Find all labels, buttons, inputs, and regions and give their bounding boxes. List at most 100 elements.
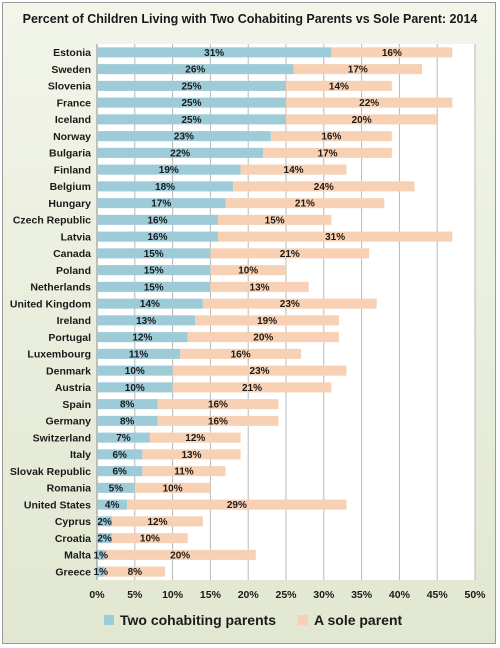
data-label-sole-parent: 21% bbox=[242, 383, 262, 394]
category-label: Slovenia bbox=[48, 81, 91, 93]
data-label-sole-parent: 12% bbox=[147, 517, 167, 528]
bar-two-cohabiting-parents bbox=[97, 516, 113, 527]
bar-two-cohabiting-parents bbox=[97, 315, 196, 326]
bar-sole-parent bbox=[180, 348, 302, 359]
bar-two-cohabiting-parents bbox=[97, 47, 332, 58]
data-label-two-cohabiting-parents: 23% bbox=[174, 132, 194, 143]
data-label-two-cohabiting-parents: 14% bbox=[140, 299, 160, 310]
category-label: Poland bbox=[56, 265, 91, 277]
legend-swatch-two-cohabiting-parents bbox=[104, 615, 114, 625]
category-label: Czech Republic bbox=[13, 215, 91, 227]
data-label-sole-parent: 24% bbox=[314, 182, 334, 193]
bar-sole-parent bbox=[286, 114, 438, 125]
bar-two-cohabiting-parents bbox=[97, 533, 113, 544]
data-label-sole-parent: 17% bbox=[318, 148, 338, 159]
data-label-two-cohabiting-parents: 7% bbox=[116, 433, 131, 444]
data-label-two-cohabiting-parents: 15% bbox=[144, 266, 164, 277]
bar-two-cohabiting-parents bbox=[97, 298, 203, 309]
bar-sole-parent bbox=[233, 181, 415, 192]
x-tick-labels: 0% 5% 10% 15% 20% 25% 30% 35% 40% 45% 50% bbox=[89, 589, 486, 601]
bar-sole-parent bbox=[172, 365, 347, 376]
data-label-sole-parent: 21% bbox=[280, 249, 300, 260]
data-label-two-cohabiting-parents: 8% bbox=[120, 400, 135, 411]
data-label-sole-parent: 11% bbox=[174, 467, 194, 478]
bar-two-cohabiting-parents bbox=[97, 281, 211, 292]
data-label-two-cohabiting-parents: 12% bbox=[132, 333, 152, 344]
bar-two-cohabiting-parents bbox=[97, 97, 286, 108]
bar-two-cohabiting-parents bbox=[97, 198, 226, 209]
bar-two-cohabiting-parents bbox=[97, 164, 241, 175]
category-label: Canada bbox=[53, 248, 91, 260]
data-label-two-cohabiting-parents: 25% bbox=[181, 81, 201, 92]
data-label-sole-parent: 10% bbox=[163, 483, 183, 494]
data-label-sole-parent: 23% bbox=[250, 366, 270, 377]
bar-two-cohabiting-parents bbox=[97, 332, 188, 343]
category-label: Italy bbox=[70, 449, 91, 461]
x-tick-label: 40% bbox=[389, 589, 411, 601]
data-label-two-cohabiting-parents: 15% bbox=[144, 282, 164, 293]
data-label-two-cohabiting-parents: 2% bbox=[97, 534, 112, 545]
bar-sole-parent bbox=[172, 382, 332, 393]
data-label-two-cohabiting-parents: 1% bbox=[94, 567, 109, 578]
data-label-two-cohabiting-parents: 5% bbox=[109, 483, 124, 494]
category-label: Croatia bbox=[55, 533, 91, 545]
bar-two-cohabiting-parents bbox=[97, 80, 286, 91]
chart-title: Percent of Children Living with Two Coha… bbox=[23, 12, 478, 26]
data-label-two-cohabiting-parents: 18% bbox=[155, 182, 175, 193]
bar-sole-parent bbox=[240, 164, 347, 175]
data-label-two-cohabiting-parents: 31% bbox=[204, 48, 224, 59]
bar-sole-parent bbox=[157, 399, 279, 410]
bar-sole-parent bbox=[134, 482, 211, 493]
legend-swatch-sole-parent bbox=[298, 615, 308, 625]
x-tick-label: 15% bbox=[200, 589, 222, 601]
bar-sole-parent bbox=[202, 298, 377, 309]
data-label-two-cohabiting-parents: 4% bbox=[105, 500, 120, 511]
data-label-two-cohabiting-parents: 17% bbox=[151, 199, 171, 210]
bar-two-cohabiting-parents bbox=[97, 214, 218, 225]
category-label: Bulgaria bbox=[49, 148, 91, 160]
category-label: Luxembourg bbox=[27, 349, 91, 361]
data-label-two-cohabiting-parents: 10% bbox=[125, 366, 145, 377]
category-label: Belgium bbox=[50, 181, 91, 193]
bar-two-cohabiting-parents bbox=[97, 231, 218, 242]
legend: Two cohabiting parents A sole parent bbox=[104, 612, 403, 628]
x-tick-label: 45% bbox=[427, 589, 449, 601]
data-label-sole-parent: 14% bbox=[284, 165, 304, 176]
data-label-sole-parent: 16% bbox=[382, 48, 402, 59]
bar-two-cohabiting-parents bbox=[97, 248, 211, 259]
data-label-sole-parent: 21% bbox=[295, 199, 315, 210]
bar-sole-parent bbox=[187, 332, 339, 343]
bar-two-cohabiting-parents bbox=[97, 348, 181, 359]
category-label: Sweden bbox=[51, 64, 91, 76]
bar-sole-parent bbox=[225, 198, 385, 209]
data-label-two-cohabiting-parents: 6% bbox=[112, 467, 127, 478]
bar-sole-parent bbox=[286, 97, 453, 108]
data-label-two-cohabiting-parents: 16% bbox=[147, 232, 167, 243]
bar-two-cohabiting-parents bbox=[97, 466, 143, 477]
category-label: Germany bbox=[45, 416, 91, 428]
category-label: Cyprus bbox=[55, 516, 91, 528]
bar-two-cohabiting-parents bbox=[97, 382, 173, 393]
bar-two-cohabiting-parents bbox=[97, 365, 173, 376]
category-label: Hungary bbox=[48, 198, 91, 210]
bar-sole-parent bbox=[195, 315, 339, 326]
data-label-two-cohabiting-parents: 2% bbox=[97, 517, 112, 528]
category-label: United Kingdom bbox=[10, 298, 91, 310]
bar-sole-parent bbox=[157, 415, 279, 426]
bar-sole-parent bbox=[210, 265, 286, 276]
data-label-sole-parent: 8% bbox=[128, 567, 143, 578]
data-label-sole-parent: 16% bbox=[321, 132, 341, 143]
category-label: Finland bbox=[54, 164, 91, 176]
bar-sole-parent bbox=[293, 64, 423, 75]
bar-two-cohabiting-parents bbox=[97, 265, 211, 276]
category-label: Estonia bbox=[53, 47, 91, 59]
category-label: Ireland bbox=[57, 315, 91, 327]
bar-two-cohabiting-parents bbox=[97, 482, 135, 493]
bar-sole-parent bbox=[127, 499, 347, 510]
data-label-sole-parent: 20% bbox=[352, 115, 372, 126]
category-label: Greece bbox=[55, 566, 91, 578]
data-label-sole-parent: 20% bbox=[170, 550, 190, 561]
data-label-sole-parent: 10% bbox=[238, 266, 258, 277]
x-tick-label: 25% bbox=[275, 589, 297, 601]
